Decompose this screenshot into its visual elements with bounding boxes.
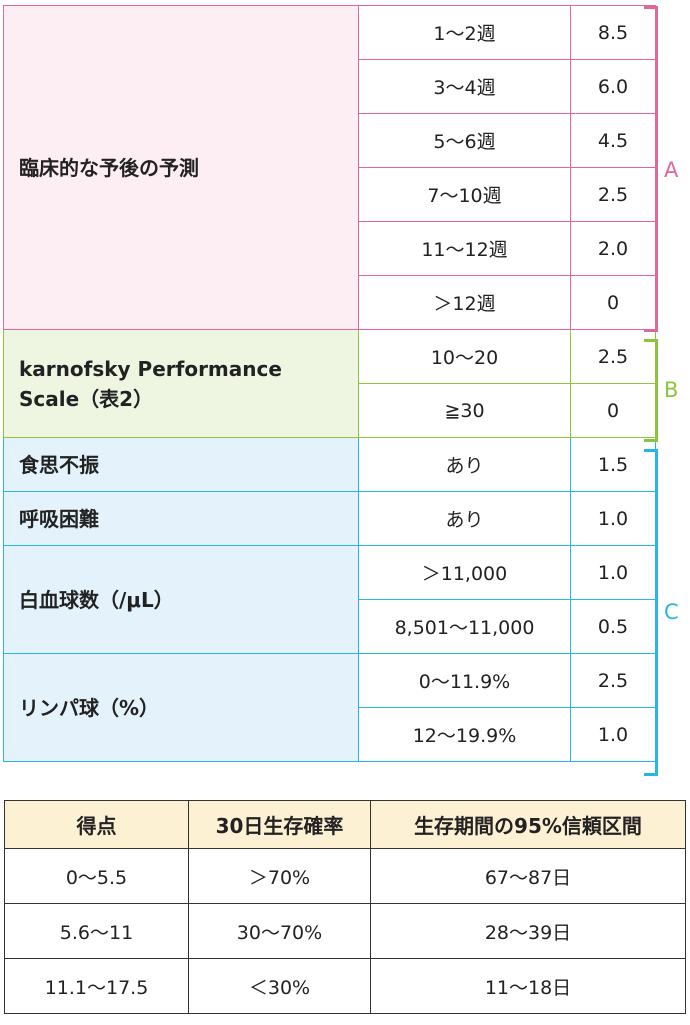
range-cell: 7〜10週 xyxy=(358,167,571,222)
group-b-bracket xyxy=(644,339,658,442)
table-row: 白血球数（/μL） ＞11,000 1.0 xyxy=(3,545,656,654)
group-a-tag: A xyxy=(664,158,679,182)
table-row: 11〜12週 2.0 xyxy=(4,221,656,276)
table-row: ＞12週 0 xyxy=(4,275,656,330)
interval-cell: 11〜18日 xyxy=(370,958,686,1014)
table-row: 食思不振 あり 1.5 xyxy=(3,437,656,492)
points-cell: 2.5 xyxy=(570,167,656,222)
lymphocyte-label: リンパ球（%） xyxy=(3,653,359,762)
group-b-tag: B xyxy=(664,378,679,402)
range-cell: ＞11,000 xyxy=(358,545,571,600)
points-cell: 1.0 xyxy=(570,491,656,546)
interval-cell: 28〜39日 xyxy=(370,903,686,959)
points-cell: 8.5 xyxy=(570,5,656,60)
table-row: 8,501〜11,000 0.5 xyxy=(4,599,656,654)
score-cell: 11.1〜17.5 xyxy=(4,958,189,1014)
range-cell: あり xyxy=(358,491,571,546)
points-cell: 6.0 xyxy=(570,59,656,114)
anorexia-label: 食思不振 xyxy=(3,437,359,492)
range-cell: 11〜12週 xyxy=(358,221,571,276)
survival-cell: 30〜70% xyxy=(188,903,371,959)
group-a-label: 臨床的な予後の予測 xyxy=(3,5,359,330)
survival-score-table: 得点 30日生存確率 生存期間の95%信頼区間 0〜5.5 ＞70% 67〜87… xyxy=(4,800,686,1014)
group-c-bracket xyxy=(644,449,658,776)
survival-cell: ＜30% xyxy=(188,958,371,1014)
points-cell: 0 xyxy=(570,383,656,438)
points-cell: 2.5 xyxy=(570,329,656,384)
survival-cell: ＞70% xyxy=(188,848,371,904)
header-confidence-interval: 生存期間の95%信頼区間 xyxy=(370,800,686,849)
points-cell: 1.0 xyxy=(570,545,656,600)
table-row: 7〜10週 2.5 xyxy=(4,167,656,222)
range-cell: 8,501〜11,000 xyxy=(358,599,571,654)
interval-cell: 67〜87日 xyxy=(370,848,686,904)
group-b-label-line2: Scale（表2） xyxy=(19,386,154,411)
group-a-bracket xyxy=(644,6,658,332)
table-row: 12〜19.9% 1.0 xyxy=(4,707,656,762)
table-row: 0〜5.5 ＞70% 67〜87日 xyxy=(4,848,686,904)
points-cell: 0.5 xyxy=(570,599,656,654)
range-cell: ≧30 xyxy=(358,383,571,438)
header-row: 得点 30日生存確率 生存期間の95%信頼区間 xyxy=(4,800,686,849)
range-cell: 0〜11.9% xyxy=(358,653,571,708)
range-cell: 3〜4週 xyxy=(358,59,571,114)
points-cell: 1.5 xyxy=(570,437,656,492)
range-cell: 12〜19.9% xyxy=(358,707,571,762)
score-cell: 0〜5.5 xyxy=(4,848,189,904)
range-cell: 5〜6週 xyxy=(358,113,571,168)
table-row: 臨床的な予後の予測 1〜2週 8.5 xyxy=(3,5,656,330)
table-row: リンパ球（%） 0〜11.9% 2.5 xyxy=(3,653,656,762)
group-b-label-line1: karnofsky Performance xyxy=(19,356,282,381)
points-cell: 1.0 xyxy=(570,707,656,762)
table-row: 呼吸困難 あり 1.0 xyxy=(3,491,656,546)
group-b-label: karnofsky Performance Scale（表2） xyxy=(3,329,359,438)
range-cell: 1〜2週 xyxy=(358,5,571,60)
table-row: karnofsky Performance Scale（表2） 10〜20 2.… xyxy=(3,329,656,438)
points-cell: 0 xyxy=(570,275,656,330)
header-score: 得点 xyxy=(4,800,189,849)
table-row: ≧30 0 xyxy=(4,383,656,438)
dyspnea-label: 呼吸困難 xyxy=(3,491,359,546)
points-cell: 2.5 xyxy=(570,653,656,708)
range-cell: 10〜20 xyxy=(358,329,571,384)
range-cell: あり xyxy=(358,437,571,492)
range-cell: ＞12週 xyxy=(358,275,571,330)
header-30day-survival: 30日生存確率 xyxy=(188,800,371,849)
score-cell: 5.6〜11 xyxy=(4,903,189,959)
table-row: 11.1〜17.5 ＜30% 11〜18日 xyxy=(4,958,686,1014)
prognostic-score-table: 臨床的な予後の予測 1〜2週 8.5 3〜4週 6.0 5〜6週 4.5 7〜1… xyxy=(3,5,656,762)
points-cell: 4.5 xyxy=(570,113,656,168)
points-cell: 2.0 xyxy=(570,221,656,276)
wbc-label: 白血球数（/μL） xyxy=(3,545,359,654)
table-row: 5.6〜11 30〜70% 28〜39日 xyxy=(4,903,686,959)
group-c-tag: C xyxy=(664,600,679,624)
